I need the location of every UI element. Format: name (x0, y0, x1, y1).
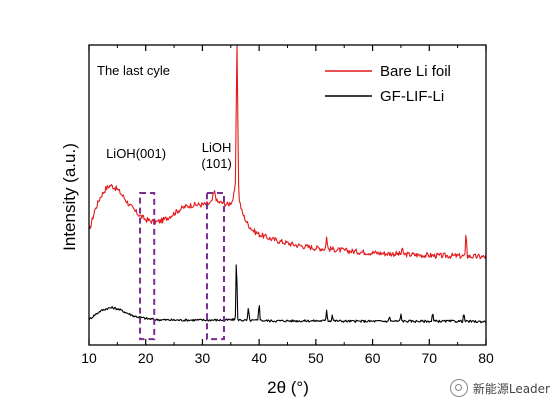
legend-label-gf-lif-li: GF-LIF-Li (380, 88, 444, 105)
wechat-icon (449, 379, 468, 397)
y-axis-label: Intensity (a.u.) (60, 143, 79, 251)
x-tick-label-80: 80 (478, 350, 494, 366)
series-layer (89, 45, 486, 324)
watermark: 新能源Leader (449, 379, 550, 397)
legend-label-bare-li: Bare Li foil (380, 63, 451, 80)
x-tick-label-30: 30 (195, 350, 211, 366)
x-tick-label-60: 60 (365, 350, 381, 366)
axes-layer: 10 20 30 40 50 60 70 80 (81, 44, 494, 366)
annotation-box-2 (205, 192, 225, 341)
x-tick-label-10: 10 (81, 350, 97, 366)
legend: Bare Li foil GF-LIF-Li (325, 63, 451, 105)
x-tick-label-20: 20 (138, 350, 154, 366)
watermark-text: 新能源Leader (472, 381, 550, 396)
x-axis-label: 2θ (°) (267, 378, 309, 397)
x-tick-label-70: 70 (421, 350, 437, 366)
annotation-label-2-line2: (101) (201, 156, 231, 171)
x-tick-label-50: 50 (308, 350, 324, 366)
annotation-label-2: LiOH (202, 140, 232, 155)
x-tick-label-40: 40 (251, 350, 267, 366)
annotation-layer: LiOH(001) LiOH(101) (106, 140, 232, 341)
series-line-gf-lif-li (89, 264, 486, 324)
chart-title: The last cyle (97, 63, 170, 78)
annotation-label-1: LiOH(001) (106, 146, 166, 161)
